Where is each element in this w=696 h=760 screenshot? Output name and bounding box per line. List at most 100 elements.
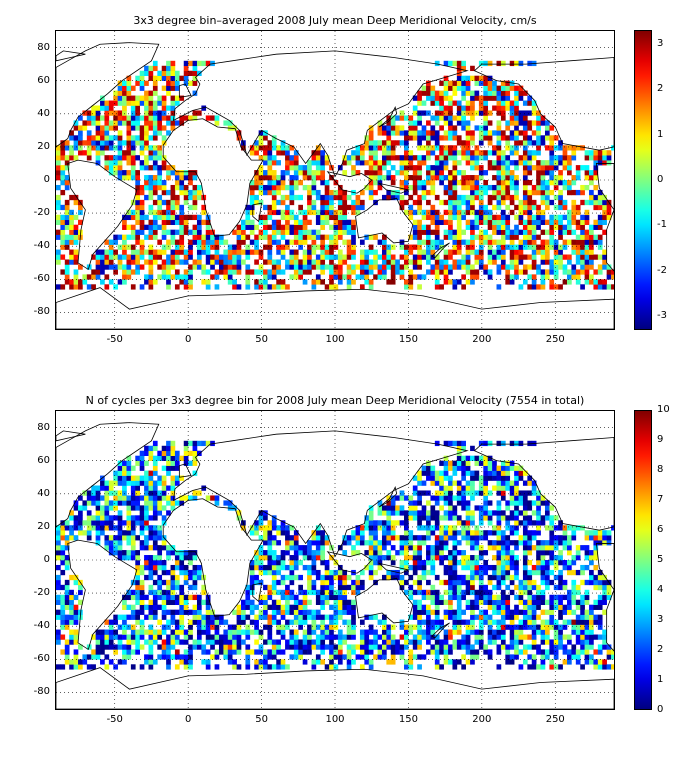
bin-cell (553, 264, 559, 270)
bin-cell (130, 145, 136, 151)
bin-cell (408, 639, 414, 645)
bin-cell (412, 639, 418, 645)
bin-cell (567, 214, 572, 221)
bin-cell (351, 614, 356, 620)
bin-cell (337, 269, 343, 275)
bin-cell (465, 140, 471, 146)
bin-cell (351, 550, 356, 556)
bin-cell (139, 510, 145, 516)
bin-cell (280, 279, 286, 285)
bin-cell (174, 564, 180, 571)
bin-cell (276, 530, 281, 536)
bin-cell (174, 599, 180, 605)
bin-cell (267, 284, 273, 290)
bin-cell (148, 555, 154, 561)
bin-cell (333, 604, 339, 610)
bin-cell (130, 609, 136, 615)
bin-cell (276, 249, 281, 255)
bin-cell (483, 95, 489, 101)
bin-cell (505, 189, 511, 196)
bin-cell (426, 515, 431, 521)
bin-cell (130, 95, 136, 101)
bin-cell (249, 604, 255, 610)
bin-cell (487, 564, 493, 571)
bin-cell (152, 594, 158, 601)
bin-cell (439, 490, 444, 496)
bin-cell (152, 145, 158, 151)
bin-cell (496, 239, 502, 245)
bin-cell (439, 115, 444, 121)
bin-cell (584, 234, 590, 240)
velocity-map-plot (56, 31, 614, 329)
bin-cell (280, 659, 286, 665)
bin-cell (373, 520, 378, 526)
bin-cell (135, 634, 140, 640)
bin-cell (302, 659, 308, 665)
bin-cell (483, 644, 489, 650)
bin-cell (500, 80, 506, 86)
bin-cell (399, 165, 405, 171)
bin-cell (126, 624, 132, 630)
bin-cell (355, 264, 361, 270)
bin-cell (478, 110, 484, 116)
bin-cell (170, 495, 176, 501)
bin-cell (483, 170, 489, 176)
bin-cell (135, 239, 140, 245)
bin-cell (108, 520, 114, 526)
bin-cell (377, 170, 383, 176)
bin-cell (122, 619, 127, 625)
bin-cell (201, 219, 207, 225)
bin-cell (421, 490, 427, 496)
bin-cell (461, 500, 466, 506)
bin-cell (196, 599, 202, 605)
bin-cell (170, 65, 176, 72)
bin-cell (293, 239, 299, 245)
bin-cell (293, 555, 299, 561)
bin-cell (144, 90, 149, 96)
bin-cell (456, 110, 462, 116)
bin-cell (333, 284, 339, 290)
bin-cell (492, 639, 497, 645)
bin-cell (408, 209, 414, 216)
bin-cell (540, 219, 546, 225)
bin-cell (456, 485, 462, 491)
bin-cell (456, 520, 462, 526)
bin-cell (78, 525, 83, 531)
bin-cell (311, 180, 317, 186)
bin-cell (465, 199, 471, 206)
bin-cell (439, 219, 444, 225)
bin-cell (148, 589, 154, 596)
bin-cell (166, 105, 171, 111)
bin-cell (478, 530, 484, 536)
bin-cell (192, 175, 198, 181)
bin-cell (412, 189, 418, 196)
bin-cell (434, 495, 440, 501)
bin-cell (390, 525, 396, 531)
bin-cell (377, 619, 383, 625)
bin-cell (448, 579, 453, 586)
bin-cell (117, 110, 123, 116)
bin-cell (232, 639, 237, 645)
bin-cell (452, 515, 458, 521)
bin-cell (492, 594, 497, 601)
bin-cell (174, 229, 180, 235)
bin-cell (148, 264, 154, 270)
bin-cell (465, 204, 471, 211)
bin-cell (496, 530, 502, 536)
bin-cell (152, 155, 158, 161)
bin-cell (373, 140, 378, 146)
bin-cell (214, 274, 220, 280)
bin-cell (280, 209, 286, 216)
bin-cell (421, 209, 427, 216)
bin-cell (139, 150, 145, 156)
bin-cell (500, 165, 506, 171)
bin-cell (307, 550, 312, 556)
bin-cell (589, 259, 594, 265)
bin-cell (478, 105, 484, 111)
bin-cell (377, 560, 383, 566)
bin-cell (166, 274, 171, 280)
bin-cell (144, 70, 149, 76)
bin-cell (157, 184, 163, 191)
bin-cell (56, 204, 61, 211)
bin-cell (210, 614, 215, 620)
